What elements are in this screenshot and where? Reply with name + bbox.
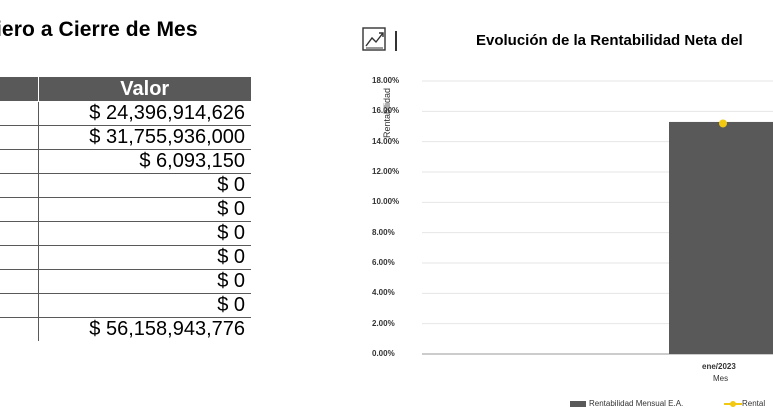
table-header-value: Valor [38, 77, 252, 102]
table-cell-value: $ 31,755,936,000 [38, 125, 251, 150]
table-cell-label [0, 245, 39, 270]
table-cell-value: $ 0 [38, 293, 251, 318]
y-tick-label: 12.00% [372, 167, 400, 176]
table-cell-value: $ 0 [38, 245, 251, 270]
chart-title: Evolución de la Rentabilidad Neta del [476, 32, 743, 49]
table-cell-value: $ 24,396,914,626 [38, 101, 251, 126]
financial-table: Valor $ 24,396,914,626 $ 31,755,936,000 $ … [0, 77, 252, 341]
x-axis-title: Mes [713, 374, 729, 383]
table-cell-label [0, 125, 39, 150]
table-cell-value: $ 0 [38, 221, 251, 246]
legend-item-bar[interactable]: Rentabilidad Mensual E.A. [589, 399, 684, 408]
legend-item-line[interactable]: Rental [742, 399, 766, 408]
y-tick-label: 8.00% [372, 227, 395, 237]
y-tick-label: 16.00% [372, 106, 400, 116]
table-cell-value: $ 0 [38, 197, 251, 222]
table-row: $ 56,158,943,776 [0, 317, 251, 341]
table-cell-label [0, 173, 39, 198]
table-cell-value: $ 0 [38, 173, 251, 198]
table-row: $ 0 [0, 293, 251, 318]
table-row: $ 31,755,936,000 [0, 125, 251, 150]
table-row: $ 0 [0, 221, 251, 246]
y-tick-label: 6.00% [372, 258, 395, 267]
table-row: $ 0 [0, 173, 251, 198]
table-row: $ 0 [0, 269, 251, 294]
table-row: $ 24,396,914,626 [0, 101, 251, 126]
table-cell-label [0, 269, 39, 294]
bar-ene-2023[interactable] [669, 121, 773, 354]
table-cell-value: $ 0 [38, 269, 251, 294]
table-cell-value: $ 6,093,150 [38, 149, 251, 174]
table-row: $ 6,093,150 [0, 149, 251, 174]
trend-chart-icon[interactable] [362, 27, 406, 51]
table-cell-label [0, 101, 39, 126]
line-point-ene-2023[interactable] [719, 119, 727, 128]
page-title: iero a Cierre de Mes [0, 18, 198, 41]
table-cell-label [0, 197, 39, 222]
table-cell-label [0, 149, 39, 174]
legend-swatch-bar [570, 401, 586, 407]
table-row: $ 0 [0, 245, 251, 270]
y-tick-label: 4.00% [372, 288, 395, 298]
table-cell-value: $ 56,158,943,776 [38, 317, 251, 341]
y-tick-label: 14.00% [372, 136, 400, 146]
x-tick-label: ene/2023 [702, 362, 736, 371]
legend-swatch-line-marker [730, 401, 736, 407]
table-row: $ 0 [0, 197, 251, 222]
table-header-label [0, 77, 39, 102]
y-tick-label: 0.00% [372, 349, 395, 358]
table-cell-label [0, 293, 39, 318]
y-tick-label: 18.00% [372, 76, 400, 85]
table-cell-label [0, 221, 39, 246]
y-tick-label: 10.00% [372, 197, 400, 207]
y-tick-label: 2.00% [372, 318, 395, 328]
